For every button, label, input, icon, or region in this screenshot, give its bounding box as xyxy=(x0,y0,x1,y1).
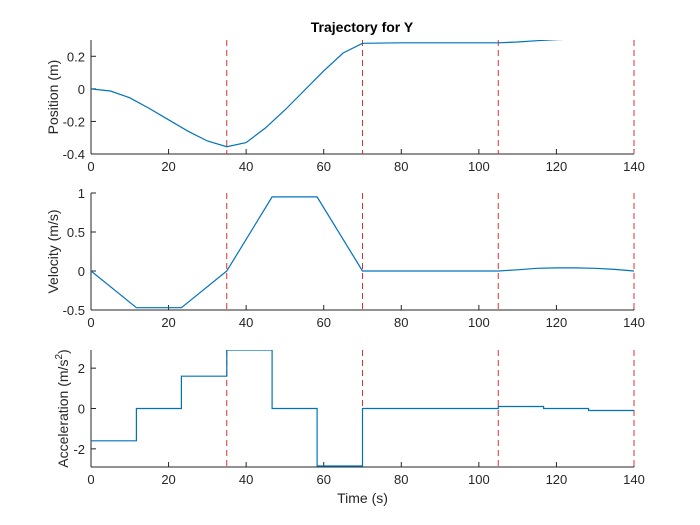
y-tick-label: 0 xyxy=(78,264,85,279)
x-tick-label: 120 xyxy=(546,472,568,487)
y-axis-label-superscript: 2 xyxy=(54,354,65,360)
y-tick-label: -2 xyxy=(73,442,85,457)
x-tick-label: 100 xyxy=(468,472,490,487)
x-tick-label: 120 xyxy=(546,159,568,174)
x-axis-label: Time (s) xyxy=(337,490,388,506)
chart-title: Trajectory for Y xyxy=(311,19,414,35)
y-tick-label: 0 xyxy=(78,82,85,97)
x-tick-label: 80 xyxy=(394,472,408,487)
y-axis-label: Acceleration (m/s2) xyxy=(54,349,71,467)
x-tick-label: 40 xyxy=(239,315,253,330)
y-tick-label: -0.2 xyxy=(63,114,85,129)
y-tick-label: 0.5 xyxy=(67,225,85,240)
x-tick-label: 20 xyxy=(161,472,175,487)
y-axis-label-tail: ) xyxy=(55,349,71,354)
y-axis-label-main: Acceleration (m/s xyxy=(55,360,71,468)
y-axis-label: Position (m) xyxy=(45,60,61,135)
x-tick-label: 0 xyxy=(87,472,94,487)
x-tick-label: 60 xyxy=(316,159,330,174)
x-tick-label: 140 xyxy=(623,315,645,330)
x-tick-label: 20 xyxy=(161,159,175,174)
x-tick-label: 0 xyxy=(87,315,94,330)
x-tick-label: 100 xyxy=(468,315,490,330)
y-tick-label: 2 xyxy=(78,361,85,376)
y-tick-label: -0.4 xyxy=(63,147,85,162)
x-tick-label: 140 xyxy=(623,472,645,487)
series-line xyxy=(91,40,565,148)
series-line xyxy=(91,196,634,309)
x-tick-label: 80 xyxy=(394,159,408,174)
x-tick-label: 80 xyxy=(394,315,408,330)
x-tick-label: 40 xyxy=(239,159,253,174)
x-tick-label: 60 xyxy=(316,315,330,330)
y-tick-label: 0 xyxy=(78,402,85,417)
x-tick-label: 100 xyxy=(468,159,490,174)
y-axis-label: Velocity (m/s) xyxy=(45,209,61,293)
x-tick-label: 0 xyxy=(87,159,94,174)
y-tick-label: 0.2 xyxy=(67,49,85,64)
y-tick-label: 1 xyxy=(78,186,85,201)
series-line xyxy=(91,350,634,467)
x-tick-label: 140 xyxy=(623,159,645,174)
x-tick-label: 60 xyxy=(316,472,330,487)
x-tick-label: 20 xyxy=(161,315,175,330)
x-tick-label: 120 xyxy=(546,315,568,330)
y-tick-label: -0.5 xyxy=(63,303,85,318)
x-tick-label: 40 xyxy=(239,472,253,487)
